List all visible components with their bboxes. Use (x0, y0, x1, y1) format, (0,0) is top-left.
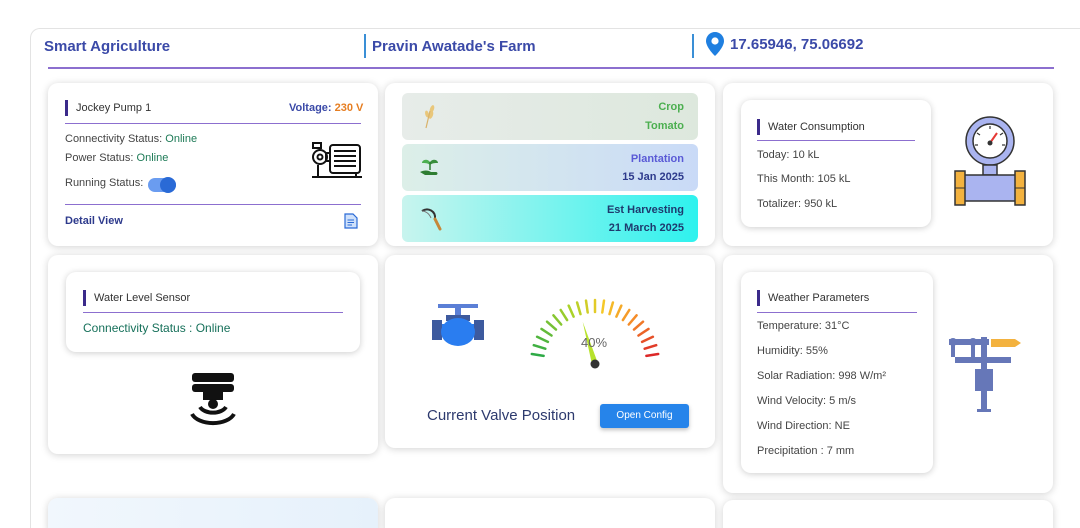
bottom-card (385, 498, 715, 528)
open-config-button[interactable]: Open Config (600, 404, 689, 428)
card-divider (83, 312, 343, 313)
farm-name: Pravin Awatade's Farm (372, 38, 536, 55)
running-status-label: Running Status: (65, 177, 144, 189)
weather-panel: Weather Parameters Temperature: 31°C Hum… (741, 272, 933, 473)
water-panel: Water Consumption Today: 10 kL This Mont… (741, 100, 931, 227)
water-card: Water Consumption Today: 10 kL This Mont… (723, 83, 1053, 246)
card-divider (757, 312, 917, 313)
dashboard-frame (30, 28, 1080, 528)
gauge-tick (575, 301, 582, 316)
gauge-tick (559, 308, 569, 322)
gauge-tick (530, 352, 545, 358)
water-level-sensor-icon (190, 373, 236, 426)
level-sensor-card: Water Level Sensor Connectivity Status :… (48, 255, 378, 454)
gauge-tick (615, 304, 623, 318)
wheat-icon (425, 105, 435, 129)
crop-card: Crop Tomato Plantation 15 Jan 2025 Est H… (385, 83, 715, 246)
header-underline (48, 67, 1054, 69)
gauge-tick (584, 299, 589, 314)
pump-card: Jockey Pump 1 Voltage: 230 V Connectivit… (48, 83, 378, 246)
weather-wind-direction: Wind Direction: NE (757, 420, 850, 432)
voltage-label: Voltage: 230 V (289, 102, 364, 114)
water-today: Today: 10 kL (757, 149, 820, 161)
weather-solar-radiation: Solar Radiation: 998 W/m² (757, 370, 886, 382)
gauge-tick (640, 335, 655, 344)
valve-gauge (530, 298, 660, 369)
pump-motor-icon (312, 142, 362, 178)
running-toggle[interactable] (148, 177, 176, 193)
gauge-tick (532, 343, 547, 350)
gauge-percent: 40% (581, 335, 608, 350)
gauge-tick (552, 314, 563, 326)
gauge-tick (601, 299, 606, 314)
gauge-tick (567, 304, 575, 318)
level-sensor-status: Connectivity Status : Online (83, 321, 231, 335)
valve-position-label: Current Valve Position (427, 407, 576, 424)
location: 17.65946, 75.06692 (706, 32, 863, 56)
connectivity-status: Connectivity Status: Online (65, 133, 198, 145)
weather-title: Weather Parameters (757, 290, 869, 306)
header-divider (692, 34, 694, 58)
pump-title: Jockey Pump 1 (65, 100, 151, 116)
harvest-row: Est Harvesting 21 March 2025 (402, 195, 698, 242)
gauge-tick (632, 320, 645, 331)
gauge-tick (627, 314, 638, 326)
crop-label: Crop (658, 101, 684, 113)
gauge-tick (545, 320, 558, 331)
plantation-date: 15 Jan 2025 (622, 171, 684, 183)
weather-card: Weather Parameters Temperature: 31°C Hum… (723, 255, 1053, 493)
report-icon[interactable] (343, 213, 359, 229)
crop-value: Tomato (645, 120, 684, 132)
bottom-card (48, 498, 378, 528)
gauge-tick (643, 343, 658, 350)
app-title: Smart Agriculture (44, 38, 171, 55)
card-divider (65, 204, 361, 205)
weather-wind-velocity: Wind Velocity: 5 m/s (757, 395, 857, 407)
card-divider (757, 140, 915, 141)
weather-precipitation: Precipitation : 7 mm (757, 445, 855, 457)
gauge-tick (645, 352, 660, 358)
gauge-needle (582, 321, 598, 365)
valve-icon (432, 304, 484, 346)
level-sensor-panel: Water Level Sensor Connectivity Status :… (66, 272, 360, 352)
bottom-card (723, 500, 1053, 528)
harvest-label: Est Harvesting (606, 204, 684, 216)
sickle-icon (421, 208, 442, 231)
plantation-label: Plantation (630, 153, 684, 165)
water-meter-icon (954, 116, 1026, 206)
gauge-hub (590, 359, 600, 369)
weather-temperature: Temperature: 31°C (757, 320, 850, 332)
voltage-value: 230 V (334, 102, 364, 114)
header-bar: Smart Agriculture Pravin Awatade's Farm … (44, 30, 1054, 66)
detail-view-link[interactable]: Detail View (65, 215, 123, 227)
gauge-tick (535, 335, 550, 344)
header-divider (364, 34, 366, 58)
coordinates: 17.65946, 75.06692 (730, 35, 864, 53)
weather-humidity: Humidity: 55% (757, 345, 828, 357)
location-pin-icon (706, 32, 724, 56)
crop-row: Crop Tomato (402, 93, 698, 140)
plantation-row: Plantation 15 Jan 2025 (402, 144, 698, 191)
gauge-tick (540, 327, 553, 337)
gauge-tick (637, 327, 650, 337)
harvest-date: 21 March 2025 (608, 222, 684, 234)
plant-hand-icon (420, 159, 438, 175)
power-status: Power Status: Online (65, 152, 169, 164)
card-divider (65, 123, 361, 124)
weather-station-icon (949, 337, 1021, 412)
level-sensor-title: Water Level Sensor (83, 290, 190, 306)
water-month: This Month: 105 kL (757, 173, 851, 185)
gauge-tick (621, 308, 631, 322)
water-title: Water Consumption (757, 119, 865, 135)
gauge-tick (608, 301, 615, 316)
water-totalizer: Totalizer: 950 kL (757, 198, 838, 210)
